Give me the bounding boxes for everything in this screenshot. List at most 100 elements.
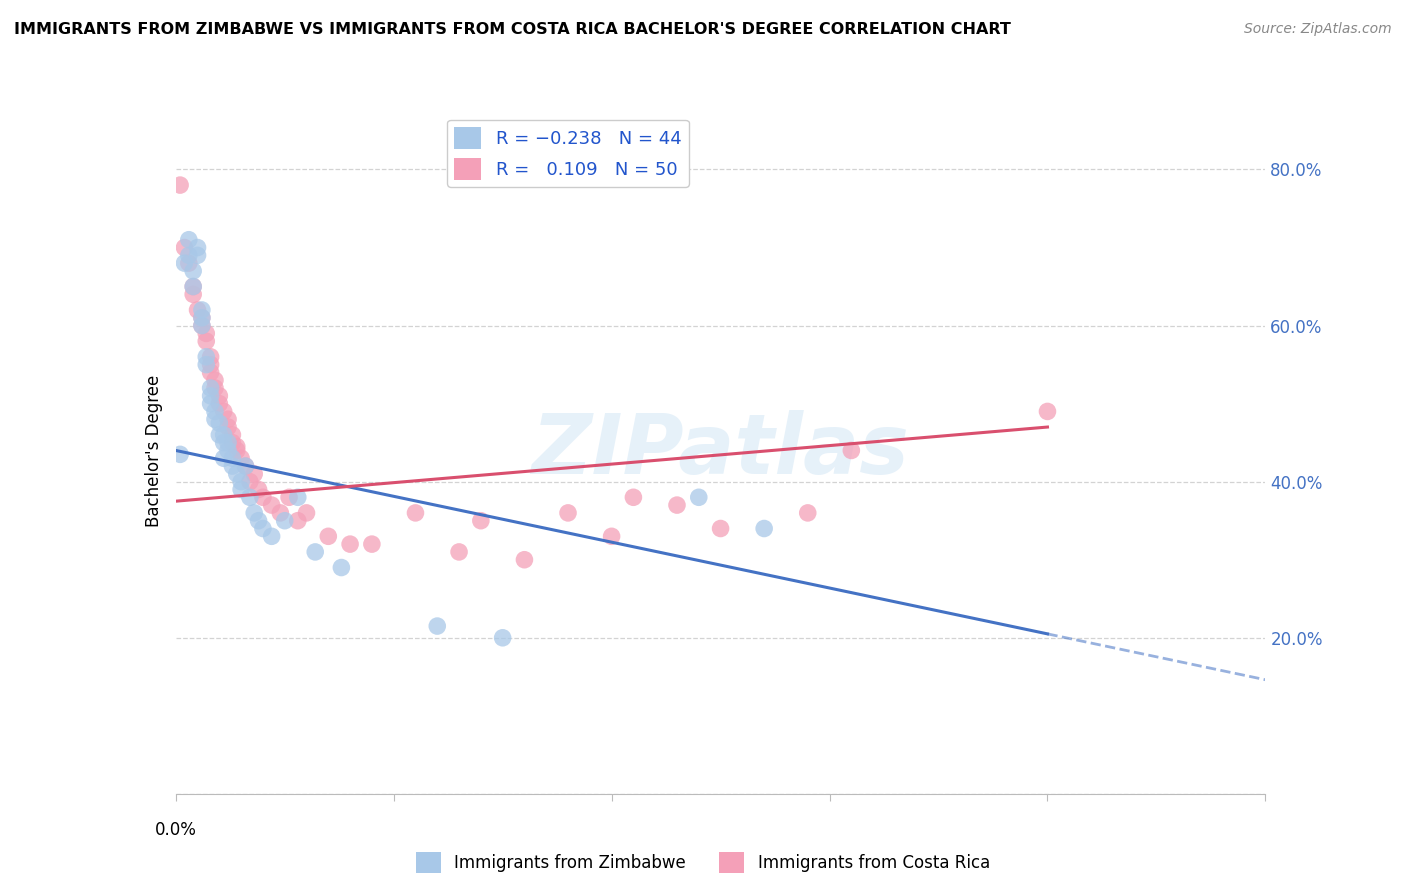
- Point: [339, 537, 361, 551]
- Point: [217, 443, 239, 458]
- Point: [252, 521, 274, 535]
- Point: [181, 279, 204, 293]
- Point: [217, 412, 239, 426]
- Point: [200, 350, 222, 364]
- Text: ZIPatlas: ZIPatlas: [531, 410, 910, 491]
- Point: [212, 435, 235, 450]
- Point: [330, 560, 353, 574]
- Point: [269, 506, 291, 520]
- Point: [204, 412, 226, 426]
- Point: [186, 248, 209, 262]
- Text: IMMIGRANTS FROM ZIMBABWE VS IMMIGRANTS FROM COSTA RICA BACHELOR'S DEGREE CORRELA: IMMIGRANTS FROM ZIMBABWE VS IMMIGRANTS F…: [14, 22, 1011, 37]
- Point: [274, 514, 297, 528]
- Point: [173, 256, 195, 270]
- Y-axis label: Bachelor's Degree: Bachelor's Degree: [145, 375, 163, 526]
- Point: [200, 381, 222, 395]
- Point: [191, 310, 214, 325]
- Point: [177, 248, 200, 262]
- Point: [260, 498, 283, 512]
- Point: [470, 514, 492, 528]
- Point: [278, 490, 301, 504]
- Point: [1036, 404, 1059, 418]
- Point: [513, 552, 536, 567]
- Legend: Immigrants from Zimbabwe, Immigrants from Costa Rica: Immigrants from Zimbabwe, Immigrants fro…: [409, 846, 997, 880]
- Point: [195, 350, 218, 364]
- Point: [186, 302, 209, 317]
- Point: [235, 458, 257, 473]
- Point: [295, 506, 318, 520]
- Point: [260, 529, 283, 543]
- Point: [796, 506, 818, 520]
- Point: [243, 506, 266, 520]
- Point: [177, 256, 200, 270]
- Point: [200, 389, 222, 403]
- Point: [426, 619, 449, 633]
- Text: 0.0%: 0.0%: [155, 822, 197, 839]
- Point: [195, 358, 218, 372]
- Point: [217, 435, 239, 450]
- Point: [200, 366, 222, 380]
- Point: [191, 302, 214, 317]
- Point: [173, 240, 195, 255]
- Point: [447, 545, 470, 559]
- Point: [247, 514, 270, 528]
- Point: [225, 443, 247, 458]
- Point: [318, 529, 340, 543]
- Point: [221, 451, 243, 466]
- Point: [557, 506, 579, 520]
- Point: [252, 490, 274, 504]
- Point: [287, 514, 309, 528]
- Point: [754, 521, 776, 535]
- Point: [208, 427, 231, 442]
- Point: [195, 326, 218, 341]
- Point: [195, 334, 218, 348]
- Point: [600, 529, 623, 543]
- Point: [191, 318, 214, 333]
- Point: [239, 490, 262, 504]
- Point: [181, 287, 204, 301]
- Point: [841, 443, 863, 458]
- Point: [212, 451, 235, 466]
- Point: [200, 358, 222, 372]
- Point: [688, 490, 710, 504]
- Point: [231, 451, 253, 466]
- Point: [231, 475, 253, 489]
- Point: [287, 490, 309, 504]
- Point: [235, 458, 257, 473]
- Point: [239, 475, 262, 489]
- Point: [208, 416, 231, 430]
- Point: [221, 435, 243, 450]
- Point: [710, 521, 733, 535]
- Point: [169, 178, 191, 192]
- Point: [360, 537, 382, 551]
- Point: [304, 545, 326, 559]
- Point: [221, 427, 243, 442]
- Point: [181, 279, 204, 293]
- Point: [208, 396, 231, 410]
- Point: [212, 404, 235, 418]
- Point: [621, 490, 644, 504]
- Point: [191, 310, 214, 325]
- Point: [666, 498, 689, 512]
- Point: [181, 264, 204, 278]
- Point: [208, 389, 231, 403]
- Point: [243, 467, 266, 481]
- Text: Source: ZipAtlas.com: Source: ZipAtlas.com: [1244, 22, 1392, 37]
- Point: [225, 467, 247, 481]
- Point: [225, 440, 247, 454]
- Point: [492, 631, 515, 645]
- Point: [169, 447, 191, 461]
- Point: [191, 318, 214, 333]
- Point: [405, 506, 427, 520]
- Point: [212, 427, 235, 442]
- Legend: R = −0.238   N = 44, R =   0.109   N = 50: R = −0.238 N = 44, R = 0.109 N = 50: [447, 120, 689, 187]
- Point: [204, 373, 226, 387]
- Point: [247, 483, 270, 497]
- Point: [204, 381, 226, 395]
- Point: [177, 233, 200, 247]
- Point: [200, 396, 222, 410]
- Point: [217, 420, 239, 434]
- Point: [231, 483, 253, 497]
- Point: [186, 240, 209, 255]
- Point: [204, 404, 226, 418]
